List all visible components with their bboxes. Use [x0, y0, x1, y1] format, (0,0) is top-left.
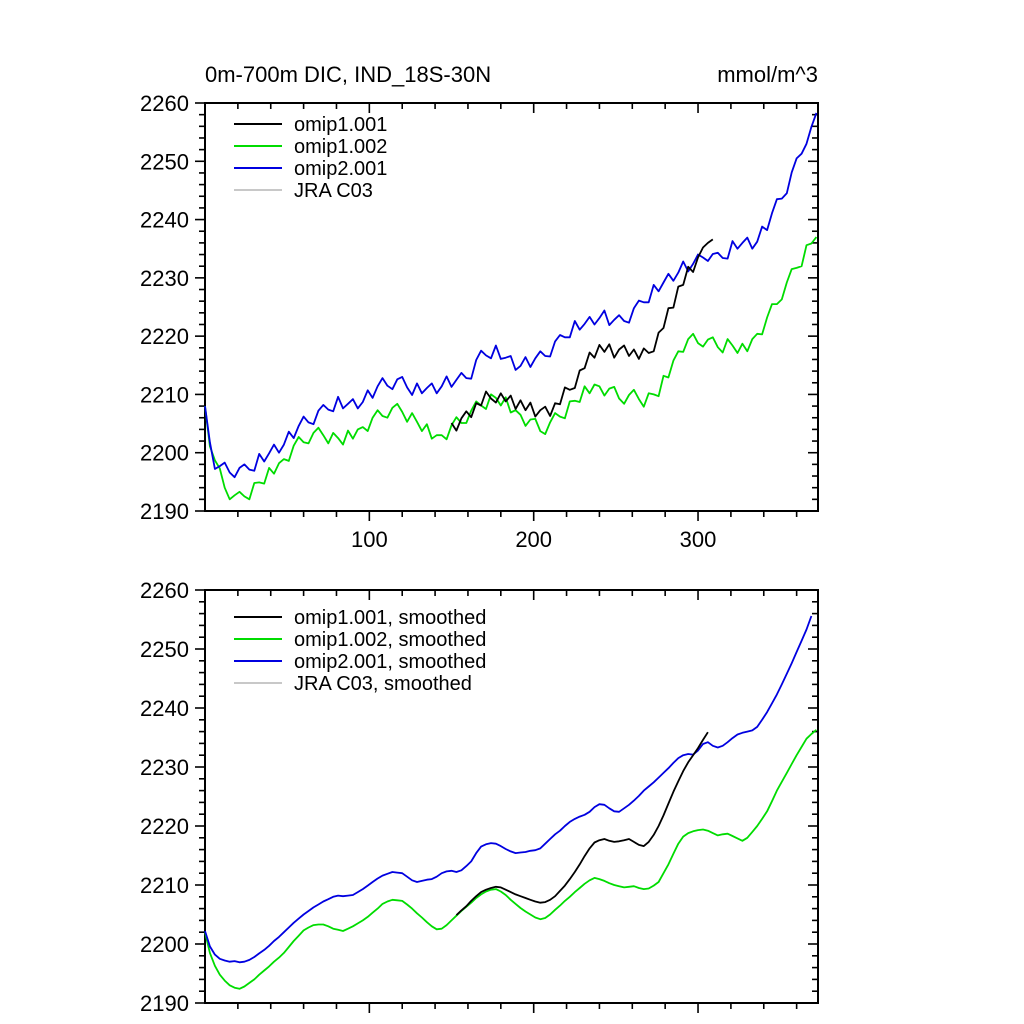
legend-label: JRA C03, smoothed — [294, 673, 472, 695]
y-tick-label: 2230 — [140, 266, 189, 291]
y-tick-label: 2260 — [140, 91, 189, 116]
y-tick-label: 2260 — [140, 578, 189, 603]
legend-label: omip1.002 — [294, 136, 387, 158]
chart-0: 2190 2200 2210 2220 2230 2240 2250 2260 100 200 30… — [140, 91, 819, 552]
series-line-omip1.001 — [450, 238, 714, 432]
x-tick-label: 200 — [515, 527, 552, 552]
legend-label: omip2.001, smoothed — [294, 651, 486, 673]
series-group — [204, 615, 817, 990]
y-tick-label: 2230 — [140, 755, 189, 780]
legend-label: omip1.002, smoothed — [294, 629, 486, 651]
legend-label: omip2.001 — [294, 158, 387, 180]
legend-label: JRA C03 — [294, 180, 373, 202]
plot-frame — [204, 102, 819, 512]
x-tick-label: 300 — [680, 527, 717, 552]
y-tick-label: 2250 — [140, 637, 189, 662]
y-tick-label: 2200 — [140, 932, 189, 957]
tick-marks — [195, 589, 818, 1013]
plot-frame — [204, 589, 819, 1004]
tick-marks — [195, 102, 818, 521]
x-tick-label: 100 — [351, 527, 388, 552]
y-tick-label: 2210 — [140, 382, 189, 407]
series-line-omip2.001-smoothed — [204, 615, 813, 964]
y-tick-label: 2220 — [140, 814, 189, 839]
axes-frame — [204, 589, 819, 1004]
axes-frame — [204, 102, 819, 512]
y-tick-label: 2200 — [140, 441, 189, 466]
series-line-omip1.002 — [204, 236, 818, 501]
series-group — [204, 112, 818, 501]
y-tick-label: 2190 — [140, 499, 189, 524]
y-tick-label: 2210 — [140, 873, 189, 898]
y-tick-label: 2250 — [140, 149, 189, 174]
series-line-omip2.001 — [204, 112, 818, 479]
units-label: mmol/m^3 — [717, 62, 818, 87]
y-tick-label: 2240 — [140, 208, 189, 233]
chart-title: 0m-700m DIC, IND_18S-30N — [205, 62, 492, 87]
y-tick-label: 2240 — [140, 696, 189, 721]
y-tick-label: 2220 — [140, 324, 189, 349]
legend-label: omip1.001 — [294, 114, 387, 136]
series-line-omip1.001-smoothed — [455, 731, 709, 916]
legend-label: omip1.001, smoothed — [294, 607, 486, 629]
y-tick-label: 2190 — [140, 991, 189, 1016]
series-line-omip1.002-smoothed — [204, 729, 817, 990]
chart-1: 2190 2200 2210 2220 2230 2240 2250 2260 omip1.00… — [140, 578, 819, 1016]
